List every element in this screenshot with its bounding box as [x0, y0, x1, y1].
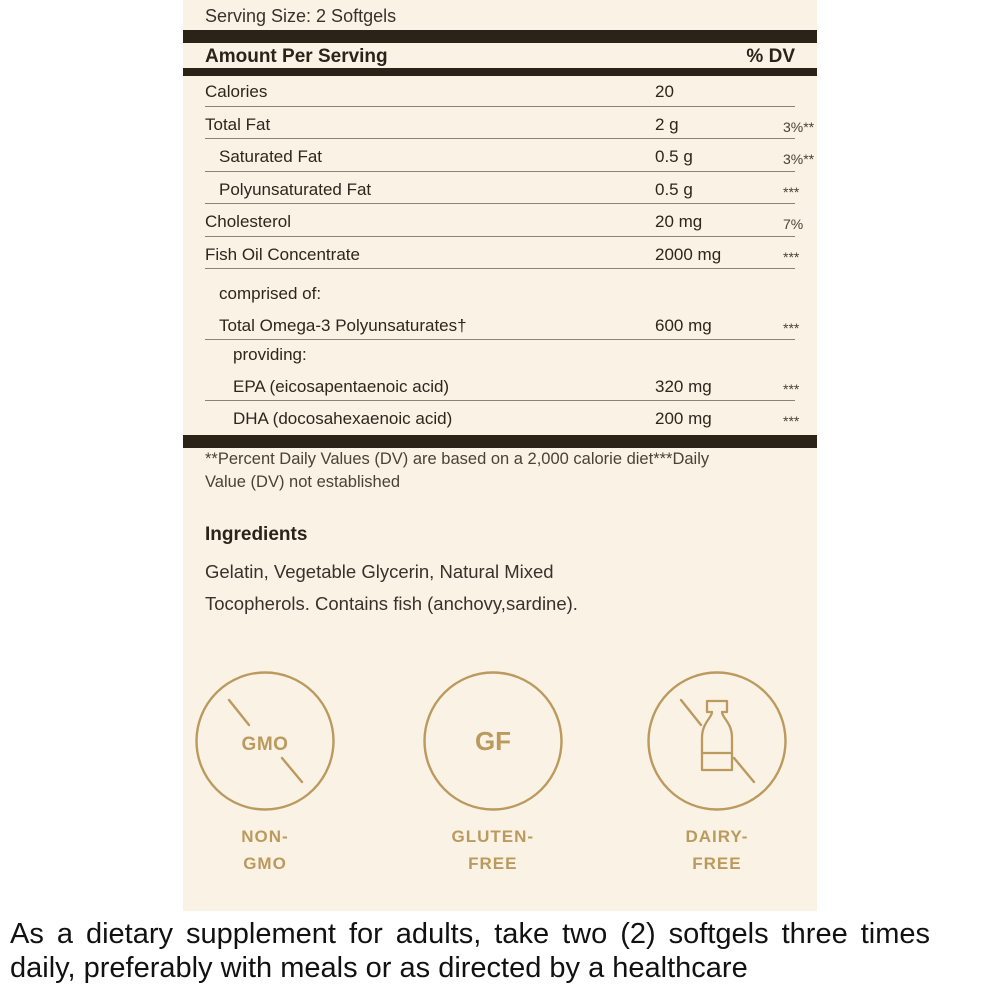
svg-text:GF: GF [475, 726, 511, 756]
svg-text:GMO: GMO [242, 734, 289, 755]
